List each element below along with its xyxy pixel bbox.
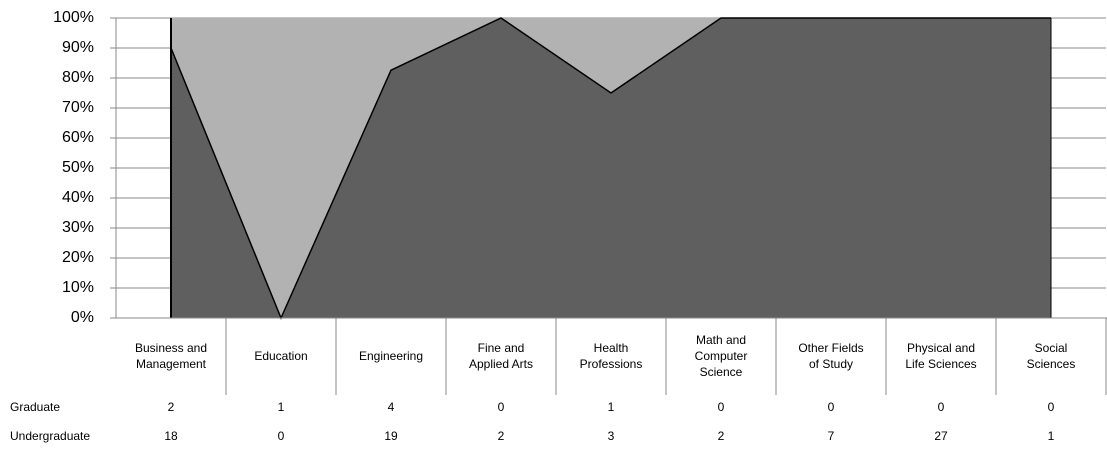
y-tick-label: 0% xyxy=(71,309,94,326)
table-value: 0 xyxy=(938,400,945,414)
y-tick-label: 10% xyxy=(62,279,94,296)
legend-label: Graduate xyxy=(10,400,60,414)
category-label: Education xyxy=(254,349,308,363)
table-value: 19 xyxy=(384,429,398,443)
table-value: 0 xyxy=(828,400,835,414)
table-value: 0 xyxy=(498,400,505,414)
y-tick-label: 100% xyxy=(53,9,94,26)
category-label: Other Fields of Study xyxy=(798,341,864,371)
table-value: 27 xyxy=(934,429,948,443)
y-tick-label: 90% xyxy=(62,39,94,56)
y-tick-label: 70% xyxy=(62,99,94,116)
table-value: 4 xyxy=(388,400,395,414)
table-value: 18 xyxy=(164,429,178,443)
table-value: 1 xyxy=(608,400,615,414)
y-tick-label: 40% xyxy=(62,189,94,206)
area xyxy=(171,18,1051,318)
y-tick-label: 20% xyxy=(62,249,94,266)
table-value: 0 xyxy=(718,400,725,414)
table-value: 7 xyxy=(828,429,835,443)
category-label: Math and Computer Science xyxy=(694,333,748,379)
category-label: Business and Management xyxy=(134,341,208,371)
y-tick-label: 60% xyxy=(62,129,94,146)
y-tick-label: 80% xyxy=(62,69,94,86)
category-label: Physical and Life Sciences xyxy=(905,341,977,371)
table-value: 2 xyxy=(498,429,505,443)
table-value: 0 xyxy=(1048,400,1055,414)
category-label: Fine and Applied Arts xyxy=(468,341,534,371)
y-tick-label: 50% xyxy=(62,159,94,176)
table-value: 0 xyxy=(278,429,285,443)
table-value: 2 xyxy=(168,400,175,414)
table-value: 1 xyxy=(1048,429,1055,443)
category-label: Engineering xyxy=(358,349,424,363)
table-value: 3 xyxy=(608,429,615,443)
y-tick-label: 30% xyxy=(62,219,94,236)
category-label: Social Sciences xyxy=(1026,341,1076,371)
table-value: 2 xyxy=(718,429,725,443)
legend-label: Undergraduate xyxy=(10,429,90,443)
area-outline xyxy=(170,17,1051,320)
category-label: Health Professions xyxy=(579,341,643,371)
table-value: 1 xyxy=(278,400,285,414)
